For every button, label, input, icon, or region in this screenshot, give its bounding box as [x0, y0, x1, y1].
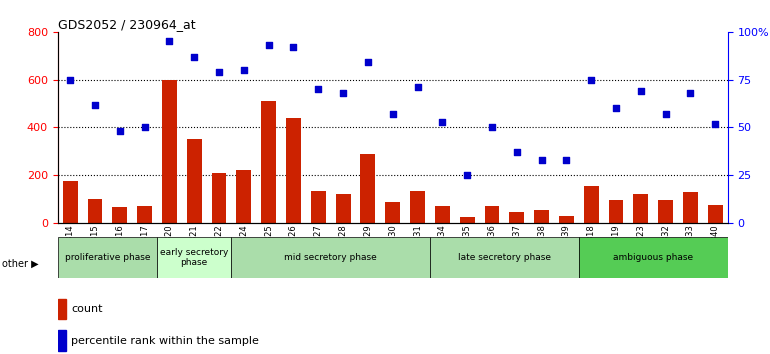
- Bar: [385, 201, 400, 223]
- Point: [511, 149, 523, 155]
- Point: [362, 59, 374, 65]
- Bar: [430, 237, 579, 278]
- Bar: [634, 194, 648, 223]
- Bar: [683, 192, 698, 223]
- Point: [139, 125, 151, 130]
- Point: [659, 111, 671, 117]
- Bar: [584, 186, 598, 223]
- Text: count: count: [71, 304, 102, 314]
- Bar: [484, 206, 500, 223]
- Bar: [559, 216, 574, 223]
- Bar: [137, 206, 152, 223]
- Point: [634, 88, 647, 94]
- Text: early secretory
phase: early secretory phase: [160, 248, 229, 267]
- Point: [436, 119, 448, 125]
- Bar: [608, 200, 624, 223]
- Point: [64, 77, 76, 82]
- Point: [188, 54, 200, 59]
- Point: [312, 86, 324, 92]
- Bar: [162, 80, 177, 223]
- Bar: [509, 212, 524, 223]
- Text: mid secretory phase: mid secretory phase: [284, 253, 377, 262]
- Bar: [261, 101, 276, 223]
- Bar: [360, 154, 375, 223]
- Bar: [435, 206, 450, 223]
- Bar: [62, 181, 78, 223]
- Bar: [460, 217, 474, 223]
- Point: [461, 172, 474, 178]
- Bar: [112, 207, 127, 223]
- Point: [287, 44, 300, 50]
- Bar: [311, 191, 326, 223]
- Bar: [187, 139, 202, 223]
- Bar: [658, 200, 673, 223]
- Bar: [410, 191, 425, 223]
- Point: [411, 85, 424, 90]
- Bar: [534, 210, 549, 223]
- Point: [114, 129, 126, 134]
- Text: proliferative phase: proliferative phase: [65, 253, 150, 262]
- Point: [561, 157, 573, 163]
- Point: [163, 39, 176, 44]
- Point: [535, 157, 547, 163]
- Bar: [88, 199, 102, 223]
- Point: [685, 90, 697, 96]
- Bar: [58, 330, 66, 351]
- Bar: [58, 298, 66, 319]
- Text: other ▶: other ▶: [2, 259, 39, 269]
- Bar: [212, 173, 226, 223]
- Text: ambiguous phase: ambiguous phase: [613, 253, 693, 262]
- Text: percentile rank within the sample: percentile rank within the sample: [71, 336, 259, 346]
- Bar: [708, 205, 723, 223]
- Point: [213, 69, 225, 75]
- Text: GDS2052 / 230964_at: GDS2052 / 230964_at: [58, 18, 196, 31]
- Bar: [286, 118, 301, 223]
- Point: [610, 105, 622, 111]
- Point: [585, 77, 598, 82]
- Point: [263, 42, 275, 48]
- Bar: [232, 237, 430, 278]
- Point: [387, 111, 399, 117]
- Point: [486, 125, 498, 130]
- Bar: [236, 171, 251, 223]
- Point: [337, 90, 350, 96]
- Point: [238, 67, 250, 73]
- Bar: [336, 194, 350, 223]
- Text: late secretory phase: late secretory phase: [458, 253, 551, 262]
- Bar: [579, 237, 728, 278]
- Bar: [58, 237, 157, 278]
- Point: [709, 121, 721, 126]
- Bar: [157, 237, 232, 278]
- Point: [89, 102, 101, 107]
